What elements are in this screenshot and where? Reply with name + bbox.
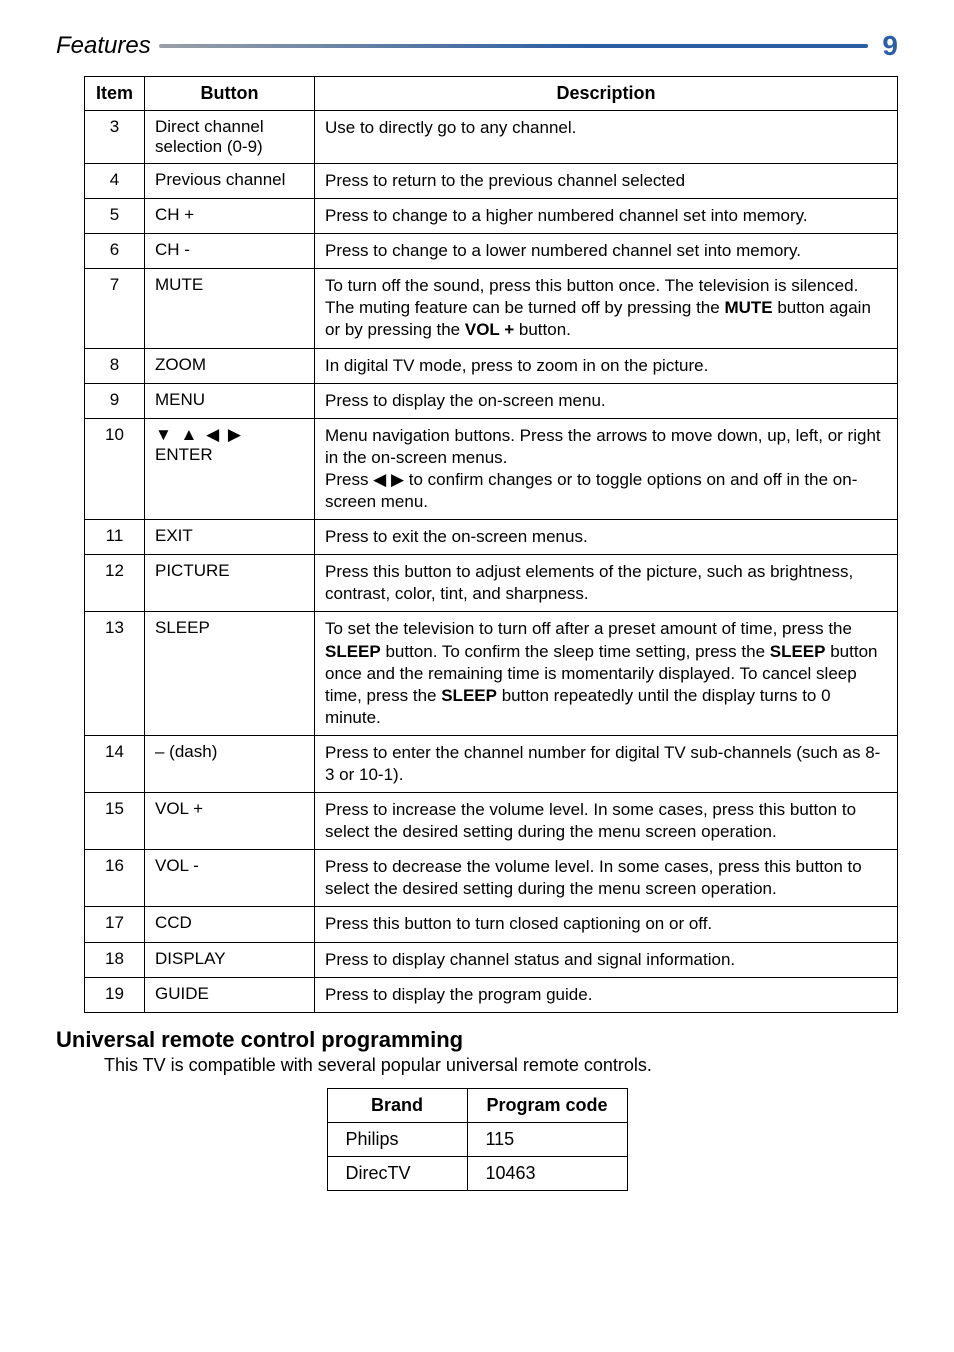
cell-button: PICTURE xyxy=(145,555,315,612)
cell-item: 17 xyxy=(85,907,145,942)
table-row: 12PICTUREPress this button to adjust ele… xyxy=(85,555,898,612)
cell-button: Previous channel xyxy=(145,164,315,199)
table-row: 7MUTETo turn off the sound, press this b… xyxy=(85,269,898,348)
table-row: 6CH -Press to change to a lower numbered… xyxy=(85,234,898,269)
cell-button: SLEEP xyxy=(145,612,315,735)
header-title: Features xyxy=(56,32,151,60)
cell-description: Press to return to the previous channel … xyxy=(315,164,898,199)
table-body: 3Direct channel selection (0-9)Use to di… xyxy=(85,111,898,1013)
cell-brand: DirecTV xyxy=(327,1156,467,1190)
cell-description: Press to enter the channel number for di… xyxy=(315,735,898,792)
cell-description: Press to display the on-screen menu. xyxy=(315,383,898,418)
cell-description: Press to change to a lower numbered chan… xyxy=(315,234,898,269)
cell-button: CH + xyxy=(145,199,315,234)
codes-col-code: Program code xyxy=(467,1088,627,1122)
table-row: 14– (dash)Press to enter the channel num… xyxy=(85,735,898,792)
cell-button: CH - xyxy=(145,234,315,269)
cell-button: ▼ ▲ ◀ ▶ENTER xyxy=(145,418,315,519)
table-row: 16VOL -Press to decrease the volume leve… xyxy=(85,850,898,907)
features-table: Item Button Description 3Direct channel … xyxy=(84,76,898,1013)
table-row: 3Direct channel selection (0-9)Use to di… xyxy=(85,111,898,164)
codes-row: DirecTV10463 xyxy=(327,1156,627,1190)
cell-description: Press to increase the volume level. In s… xyxy=(315,793,898,850)
cell-description: Use to directly go to any channel. xyxy=(315,111,898,164)
table-row: 8ZOOMIn digital TV mode, press to zoom i… xyxy=(85,348,898,383)
cell-button: ZOOM xyxy=(145,348,315,383)
cell-button: Direct channel selection (0-9) xyxy=(145,111,315,164)
cell-button: EXIT xyxy=(145,520,315,555)
cell-item: 15 xyxy=(85,793,145,850)
table-row: 13SLEEPTo set the television to turn off… xyxy=(85,612,898,735)
section-heading: Universal remote control programming xyxy=(56,1027,898,1053)
cell-description: Menu navigation buttons. Press the arrow… xyxy=(315,418,898,519)
col-header-item: Item xyxy=(85,77,145,111)
cell-item: 14 xyxy=(85,735,145,792)
codes-head: Brand Program code xyxy=(327,1088,627,1122)
cell-button: CCD xyxy=(145,907,315,942)
codes-row: Philips115 xyxy=(327,1122,627,1156)
header-rule xyxy=(159,44,869,48)
cell-button: VOL + xyxy=(145,793,315,850)
page-number: 9 xyxy=(882,30,898,62)
cell-item: 6 xyxy=(85,234,145,269)
table-row: 15VOL +Press to increase the volume leve… xyxy=(85,793,898,850)
cell-description: Press to display the program guide. xyxy=(315,977,898,1012)
table-row: 5CH +Press to change to a higher numbere… xyxy=(85,199,898,234)
cell-description: Press to display channel status and sign… xyxy=(315,942,898,977)
table-row: 18DISPLAYPress to display channel status… xyxy=(85,942,898,977)
col-header-button: Button xyxy=(145,77,315,111)
cell-item: 12 xyxy=(85,555,145,612)
cell-description: Press this button to adjust elements of … xyxy=(315,555,898,612)
cell-item: 5 xyxy=(85,199,145,234)
cell-description: Press this button to turn closed caption… xyxy=(315,907,898,942)
cell-button: – (dash) xyxy=(145,735,315,792)
table-row: 10▼ ▲ ◀ ▶ENTERMenu navigation buttons. P… xyxy=(85,418,898,519)
table-head: Item Button Description xyxy=(85,77,898,111)
cell-code: 10463 xyxy=(467,1156,627,1190)
cell-description: Press to decrease the volume level. In s… xyxy=(315,850,898,907)
cell-item: 19 xyxy=(85,977,145,1012)
cell-item: 7 xyxy=(85,269,145,348)
section-subtext: This TV is compatible with several popul… xyxy=(104,1055,898,1076)
cell-brand: Philips xyxy=(327,1122,467,1156)
cell-item: 10 xyxy=(85,418,145,519)
table-row: 9MENUPress to display the on-screen menu… xyxy=(85,383,898,418)
cell-description: To set the television to turn off after … xyxy=(315,612,898,735)
table-header-row: Item Button Description xyxy=(85,77,898,111)
table-row: 4Previous channelPress to return to the … xyxy=(85,164,898,199)
cell-description: Press to change to a higher numbered cha… xyxy=(315,199,898,234)
cell-description: In digital TV mode, press to zoom in on … xyxy=(315,348,898,383)
codes-body: Philips115DirecTV10463 xyxy=(327,1122,627,1190)
header-rule-wrap xyxy=(159,44,869,48)
cell-button: MUTE xyxy=(145,269,315,348)
col-header-description: Description xyxy=(315,77,898,111)
cell-button: DISPLAY xyxy=(145,942,315,977)
cell-item: 11 xyxy=(85,520,145,555)
cell-code: 115 xyxy=(467,1122,627,1156)
cell-item: 8 xyxy=(85,348,145,383)
cell-item: 9 xyxy=(85,383,145,418)
page-header: Features 9 xyxy=(56,30,898,62)
table-row: 17CCDPress this button to turn closed ca… xyxy=(85,907,898,942)
cell-button: VOL - xyxy=(145,850,315,907)
codes-col-brand: Brand xyxy=(327,1088,467,1122)
cell-item: 18 xyxy=(85,942,145,977)
table-row: 11EXITPress to exit the on-screen menus. xyxy=(85,520,898,555)
cell-item: 16 xyxy=(85,850,145,907)
cell-button: MENU xyxy=(145,383,315,418)
cell-description: To turn off the sound, press this button… xyxy=(315,269,898,348)
cell-item: 4 xyxy=(85,164,145,199)
codes-header-row: Brand Program code xyxy=(327,1088,627,1122)
cell-button: GUIDE xyxy=(145,977,315,1012)
page: Features 9 Item Button Description 3Dire… xyxy=(0,0,954,1231)
cell-description: Press to exit the on-screen menus. xyxy=(315,520,898,555)
cell-item: 13 xyxy=(85,612,145,735)
table-row: 19GUIDEPress to display the program guid… xyxy=(85,977,898,1012)
codes-table: Brand Program code Philips115DirecTV1046… xyxy=(327,1088,628,1191)
cell-item: 3 xyxy=(85,111,145,164)
